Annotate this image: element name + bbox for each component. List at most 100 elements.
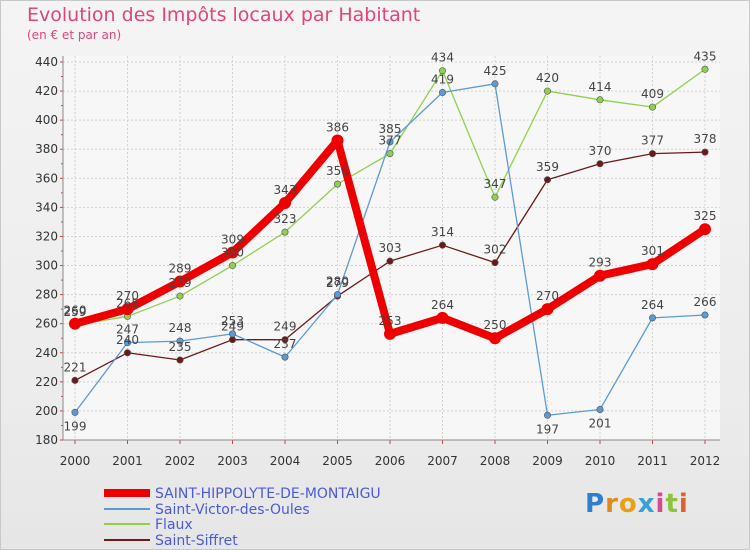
logo-letter: P [585,489,606,519]
data-label: 414 [589,80,612,94]
grid-layer [63,56,720,441]
data-point [333,180,341,188]
data-label: 265 [116,296,139,310]
axis-layer: 180 200 220 240 260 280 300 320 340 360 380 400 420 4… [35,55,720,468]
data-label: 419 [431,73,454,87]
y-tick-label: 340 [35,200,58,214]
legend-label: Saint-Victor-des-Oules [155,502,310,518]
data-label: 420 [536,71,559,85]
data-label: 434 [431,51,454,65]
data-label: 259 [64,305,87,319]
data-point [648,103,656,111]
data-label: 359 [536,160,559,174]
data-label: 300 [221,246,244,260]
y-tick-label: 400 [35,113,58,127]
logo-letter: t [665,489,679,519]
data-label: 260 [64,304,87,318]
data-label: 409 [641,87,664,101]
data-point [121,303,134,316]
data-point [438,241,446,249]
chart-title: Evolution des Impôts locaux par Habitant [27,4,421,26]
data-point [543,411,551,419]
data-point [71,408,79,416]
data-point [176,337,184,345]
data-point [174,275,186,288]
y-tick-label: 180 [35,433,58,447]
data-point [543,176,551,184]
data-point [281,353,289,361]
data-label: 386 [326,121,349,135]
data-point [124,349,132,357]
data-point [596,96,604,104]
data-point [541,303,554,316]
x-tick-label: 2011 [637,454,668,468]
data-label: 325 [694,209,717,223]
data-point [124,339,132,347]
data-point [281,336,289,344]
data-label: 221 [64,360,87,374]
data-point [594,269,606,282]
y-tick-label: 300 [35,259,58,273]
data-point [386,138,394,146]
data-label: 435 [694,49,717,63]
data-label: 266 [694,295,717,309]
data-label: 197 [536,422,559,436]
logo-letter: r [605,489,619,519]
logo-letter: i [678,489,689,519]
data-label: 253 [221,314,244,328]
y-tick-label: 260 [35,317,58,331]
data-label-layer: 260 270 289 309 343 386 253 264 250 270 293 301 325 1… [64,49,717,436]
data-point [176,292,184,300]
x-tick-label: 2003 [217,454,248,468]
data-label: 248 [169,321,192,335]
y-tick-label: 240 [35,346,58,360]
y-tick-label: 380 [35,142,58,156]
logo-letter: x [637,489,656,519]
data-point [646,258,659,271]
data-label: 343 [274,183,297,197]
data-label: 425 [484,64,507,78]
data-point [229,336,237,344]
data-label: 249 [221,320,244,334]
data-point [491,259,499,267]
data-label: 302 [484,243,507,257]
data-label: 377 [379,134,402,148]
data-point [176,356,184,364]
x-tick-label: 2006 [375,454,406,468]
data-label: 385 [379,122,402,136]
data-point [596,160,604,168]
data-point [71,376,79,384]
data-point [648,150,656,158]
x-tick-label: 2000 [60,454,91,468]
data-point [279,197,291,210]
data-point [281,228,289,236]
data-label: 289 [169,262,192,276]
x-tick-label: 2002 [165,454,196,468]
legend-label: Saint-Siffret [155,533,238,549]
data-point [436,311,449,324]
data-label: 309 [221,232,244,246]
data-point [333,291,341,299]
data-label: 347 [484,177,507,191]
legend-label: SAINT-HIPPOLYTE-DE-MONTAIGU [155,486,381,502]
data-point [648,314,656,322]
data-point [331,134,344,147]
data-point [384,327,396,340]
data-label: 323 [274,212,297,226]
data-label: 301 [641,244,664,258]
y-tick-label: 420 [35,84,58,98]
legend-label: Flaux [155,517,193,533]
data-label: 201 [589,416,612,430]
data-point [701,311,709,319]
data-point [226,246,239,259]
data-label: 377 [641,134,664,148]
data-label: 237 [274,337,297,351]
data-label: 264 [641,298,664,312]
data-label: 293 [589,256,612,270]
data-label: 270 [116,289,139,303]
data-point [491,80,499,88]
data-label: 270 [536,289,559,303]
data-label: 240 [116,333,139,347]
data-point [491,193,499,201]
